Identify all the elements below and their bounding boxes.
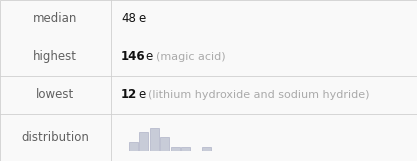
Bar (181, 147, 190, 151)
Bar (202, 147, 211, 151)
Bar (139, 132, 148, 151)
Text: (magic acid): (magic acid) (156, 52, 226, 62)
Bar (129, 142, 138, 151)
Text: e: e (138, 88, 145, 101)
Bar (171, 147, 180, 151)
Text: e: e (146, 50, 153, 63)
Text: median: median (33, 12, 78, 25)
Text: e: e (138, 12, 145, 25)
Text: 146: 146 (121, 50, 146, 63)
Text: highest: highest (33, 50, 77, 63)
Text: 48: 48 (121, 12, 136, 25)
Text: distribution: distribution (21, 131, 89, 144)
Text: 12: 12 (121, 88, 137, 101)
Bar (160, 137, 169, 151)
Text: lowest: lowest (36, 88, 74, 101)
Bar (150, 128, 159, 151)
Text: (lithium hydroxide and sodium hydride): (lithium hydroxide and sodium hydride) (148, 90, 370, 100)
